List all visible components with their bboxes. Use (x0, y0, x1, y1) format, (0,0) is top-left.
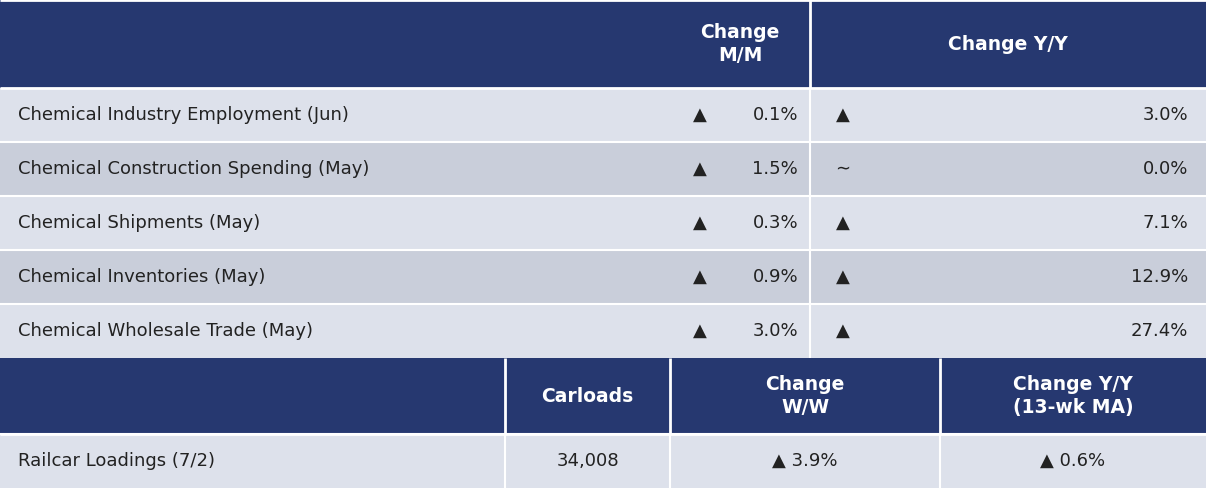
Text: 0.3%: 0.3% (753, 214, 798, 232)
Text: ▲ 0.6%: ▲ 0.6% (1041, 452, 1106, 470)
Text: Change Y/Y
(13-wk MA): Change Y/Y (13-wk MA) (1013, 375, 1134, 417)
Text: ▲: ▲ (693, 106, 707, 124)
Text: Chemical Shipments (May): Chemical Shipments (May) (18, 214, 260, 232)
Text: ▲: ▲ (693, 160, 707, 178)
Text: Railcar Loadings (7/2): Railcar Loadings (7/2) (18, 452, 215, 470)
Text: ▲: ▲ (836, 322, 850, 340)
Text: 12.9%: 12.9% (1131, 268, 1188, 286)
Text: 3.0%: 3.0% (753, 322, 798, 340)
Text: ▲ 3.9%: ▲ 3.9% (772, 452, 838, 470)
Text: ▲: ▲ (836, 214, 850, 232)
Text: 7.1%: 7.1% (1142, 214, 1188, 232)
Text: Change Y/Y: Change Y/Y (948, 35, 1067, 54)
Text: 0.0%: 0.0% (1142, 160, 1188, 178)
Text: Chemical Wholesale Trade (May): Chemical Wholesale Trade (May) (18, 322, 314, 340)
Text: 27.4%: 27.4% (1131, 322, 1188, 340)
Bar (0, 196, 1206, 250)
Text: ▲: ▲ (836, 268, 850, 286)
Text: Change
W/W: Change W/W (766, 375, 844, 417)
Text: ▲: ▲ (693, 214, 707, 232)
Text: 1.5%: 1.5% (753, 160, 798, 178)
Text: 34,008: 34,008 (556, 452, 619, 470)
Text: ▲: ▲ (693, 322, 707, 340)
Text: Carloads: Carloads (541, 386, 633, 406)
Bar (0, 88, 1206, 142)
Bar (0, 304, 1206, 358)
Text: Change
M/M: Change M/M (701, 23, 780, 65)
Text: 0.9%: 0.9% (753, 268, 798, 286)
Text: 3.0%: 3.0% (1142, 106, 1188, 124)
Text: ∼: ∼ (836, 160, 850, 178)
Text: 0.1%: 0.1% (753, 106, 798, 124)
Bar (0, 434, 1206, 488)
Bar (0, 0, 1206, 88)
Text: Chemical Construction Spending (May): Chemical Construction Spending (May) (18, 160, 369, 178)
Text: ▲: ▲ (836, 106, 850, 124)
Bar (0, 250, 1206, 304)
Text: Chemical Inventories (May): Chemical Inventories (May) (18, 268, 265, 286)
Text: Chemical Industry Employment (Jun): Chemical Industry Employment (Jun) (18, 106, 349, 124)
Bar (0, 358, 1206, 434)
Bar (0, 142, 1206, 196)
Text: ▲: ▲ (693, 268, 707, 286)
